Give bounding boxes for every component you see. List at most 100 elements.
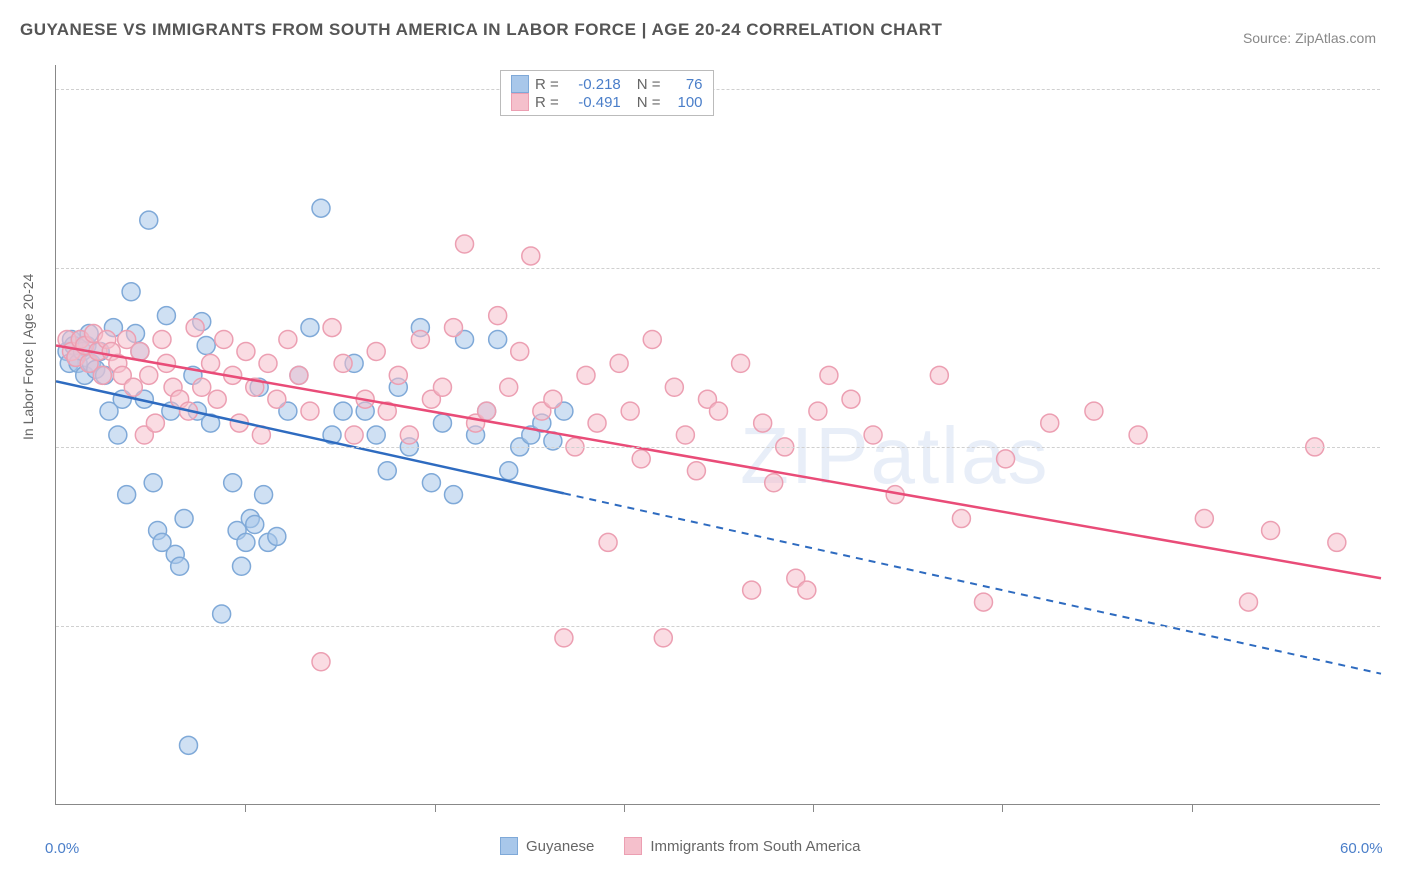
- scatter-point: [1195, 510, 1213, 528]
- x-tick: [813, 804, 814, 812]
- scatter-point: [676, 426, 694, 444]
- scatter-point: [555, 629, 573, 647]
- scatter-point: [743, 581, 761, 599]
- plot-area: 55.0%70.0%85.0%100.0%: [55, 65, 1380, 805]
- scatter-point: [687, 462, 705, 480]
- legend-row: R =-0.218N =76: [511, 75, 703, 93]
- scatter-point: [140, 366, 158, 384]
- x-tick: [245, 804, 246, 812]
- legend-item-label: Guyanese: [526, 838, 594, 855]
- scatter-point: [367, 342, 385, 360]
- scatter-point: [122, 283, 140, 301]
- scatter-point: [842, 390, 860, 408]
- scatter-point: [544, 390, 562, 408]
- scatter-point: [290, 366, 308, 384]
- scatter-point: [1085, 402, 1103, 420]
- source-label: Source: ZipAtlas.com: [1243, 30, 1376, 46]
- series-legend: Guyanese Immigrants from South America: [500, 837, 860, 855]
- gridline: [56, 447, 1380, 448]
- scatter-point: [411, 331, 429, 349]
- scatter-point: [456, 235, 474, 253]
- scatter-point: [268, 527, 286, 545]
- scatter-point: [301, 319, 319, 337]
- y-axis-label: In Labor Force | Age 20-24: [20, 274, 36, 440]
- scatter-point: [268, 390, 286, 408]
- scatter-point: [997, 450, 1015, 468]
- scatter-point: [323, 319, 341, 337]
- scatter-point: [378, 462, 396, 480]
- scatter-point: [654, 629, 672, 647]
- scatter-point: [312, 653, 330, 671]
- scatter-point: [202, 354, 220, 372]
- scatter-point: [1240, 593, 1258, 611]
- scatter-point: [500, 378, 518, 396]
- scatter-point: [445, 319, 463, 337]
- scatter-point: [975, 593, 993, 611]
- scatter-point: [1041, 414, 1059, 432]
- scatter-point: [632, 450, 650, 468]
- scatter-point: [144, 474, 162, 492]
- scatter-point: [489, 331, 507, 349]
- trend-line: [56, 381, 564, 493]
- scatter-point: [577, 366, 595, 384]
- scatter-point: [1129, 426, 1147, 444]
- scatter-point: [279, 331, 297, 349]
- legend-item: Guyanese: [500, 837, 594, 855]
- scatter-point: [215, 331, 233, 349]
- scatter-point: [433, 414, 451, 432]
- scatter-point: [710, 402, 728, 420]
- scatter-point: [1328, 533, 1346, 551]
- legend-row: R =-0.491N =100: [511, 93, 703, 111]
- legend-swatch: [511, 93, 529, 111]
- legend-n-label: N =: [637, 76, 661, 93]
- scatter-point: [1262, 521, 1280, 539]
- gridline: [56, 268, 1380, 269]
- gridline: [56, 626, 1380, 627]
- legend-swatch: [624, 837, 642, 855]
- scatter-point: [334, 402, 352, 420]
- scatter-point: [118, 486, 136, 504]
- scatter-point: [345, 426, 363, 444]
- scatter-point: [798, 581, 816, 599]
- scatter-point: [588, 414, 606, 432]
- legend-n-value: 100: [667, 94, 703, 111]
- scatter-point: [952, 510, 970, 528]
- scatter-point: [186, 319, 204, 337]
- scatter-point: [197, 336, 215, 354]
- scatter-point: [171, 557, 189, 575]
- chart-title: GUYANESE VS IMMIGRANTS FROM SOUTH AMERIC…: [20, 20, 942, 40]
- scatter-point: [180, 736, 198, 754]
- scatter-point: [312, 199, 330, 217]
- scatter-point: [246, 516, 264, 534]
- scatter-point: [665, 378, 683, 396]
- legend-swatch: [500, 837, 518, 855]
- scatter-point: [478, 402, 496, 420]
- x-tick: [1192, 804, 1193, 812]
- scatter-point: [765, 474, 783, 492]
- legend-swatch: [511, 75, 529, 93]
- scatter-point: [511, 342, 529, 360]
- trend-line-dashed: [564, 493, 1381, 673]
- scatter-point: [124, 378, 142, 396]
- legend-n-label: N =: [637, 94, 661, 111]
- scatter-point: [131, 342, 149, 360]
- scatter-point: [193, 378, 211, 396]
- legend-item: Immigrants from South America: [624, 837, 860, 855]
- scatter-point: [930, 366, 948, 384]
- scatter-point: [621, 402, 639, 420]
- scatter-point: [213, 605, 231, 623]
- x-tick: [624, 804, 625, 812]
- chart-svg: [56, 65, 1380, 804]
- scatter-point: [208, 390, 226, 408]
- scatter-point: [140, 211, 158, 229]
- gridline: [56, 89, 1380, 90]
- scatter-point: [255, 486, 273, 504]
- x-tick-label: 60.0%: [1340, 840, 1383, 857]
- scatter-point: [334, 354, 352, 372]
- scatter-point: [233, 557, 251, 575]
- scatter-point: [610, 354, 628, 372]
- legend-r-value: -0.218: [565, 76, 621, 93]
- scatter-point: [157, 307, 175, 325]
- legend-n-value: 76: [667, 76, 703, 93]
- scatter-point: [153, 331, 171, 349]
